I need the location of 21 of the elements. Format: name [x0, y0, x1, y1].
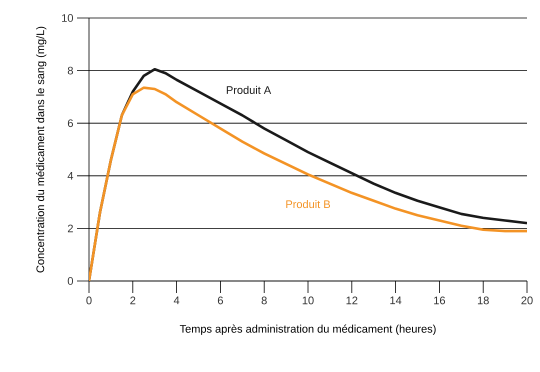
x-tick-label: 20: [521, 296, 533, 304]
series-label: Produit B: [286, 200, 330, 208]
x-tick-label: 6: [218, 296, 223, 304]
series-label: Produit A: [226, 86, 272, 94]
x-tick-label: 18: [478, 296, 489, 304]
y-tick-label: 4: [68, 172, 74, 180]
x-tick-label: 4: [174, 296, 180, 304]
y-tick-label: 10: [62, 14, 74, 22]
y-tick-label: 0: [68, 277, 74, 285]
x-tick-label: 16: [434, 296, 446, 304]
y-tick-label: 6: [68, 119, 73, 128]
x-tick-label: 14: [390, 296, 402, 304]
y-tick-label: 8: [68, 66, 73, 74]
x-tick-label: 0: [86, 296, 92, 304]
y-tick-label: 2: [68, 224, 73, 232]
x-tick-label: 8: [262, 296, 267, 304]
y-axis-title: Concentration du médicament dans le sang (mg/L): [36, 26, 46, 272]
x-tick-label: 12: [346, 296, 358, 304]
x-tick-label: 2: [130, 296, 136, 304]
x-tick-label: 10: [302, 296, 314, 304]
x-axis-title: Temps après administration du médicament (heures): [180, 324, 436, 335]
